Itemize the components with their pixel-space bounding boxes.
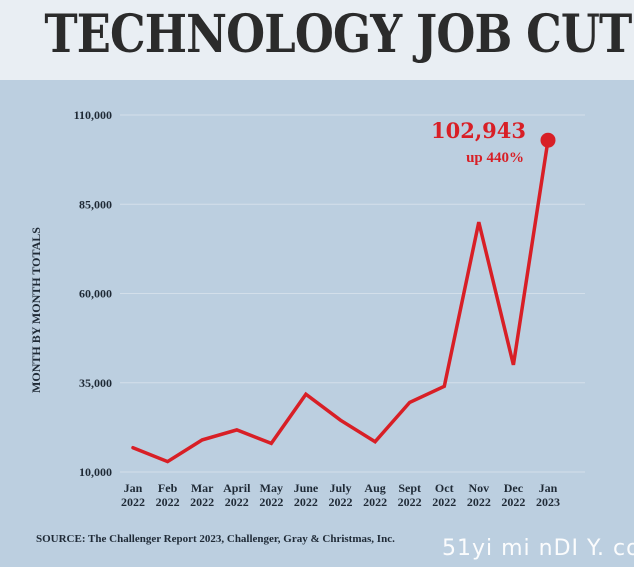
annotation-change: up 440%: [466, 150, 524, 166]
y-tick-label: 10,000: [79, 465, 112, 479]
x-tick-label: 2022: [363, 495, 387, 509]
title-banner: TECHNOLOGY JOB CUTS: [0, 0, 634, 80]
x-tick-label: Dec: [504, 481, 524, 495]
x-tick-label: Jan: [124, 481, 143, 495]
x-tick-label: May: [260, 481, 283, 495]
y-tick-label: 110,000: [74, 108, 112, 122]
y-axis-label: MONTH BY MONTH TOTALS: [29, 227, 43, 393]
annotation-value: 102,943: [431, 118, 526, 143]
x-tick-label: Oct: [435, 481, 454, 495]
x-tick-label: 2023: [536, 495, 560, 509]
x-tick-label: July: [329, 481, 351, 495]
x-tick-label: Jan: [539, 481, 558, 495]
x-tick-label: 2022: [225, 495, 249, 509]
y-tick-label: 35,000: [79, 376, 112, 390]
x-tick-label: Aug: [364, 481, 385, 495]
chart-title: TECHNOLOGY JOB CUTS: [44, 4, 634, 65]
watermark: 51yi mi nDI Y. com: [442, 536, 634, 561]
x-tick-label: 2022: [259, 495, 283, 509]
x-tick-label: Feb: [158, 481, 178, 495]
x-tick-label: 2022: [294, 495, 318, 509]
series-line: [131, 138, 550, 464]
x-tick-label: 2022: [467, 495, 491, 509]
x-tick-label: 2022: [156, 495, 180, 509]
x-tick-label: 2022: [121, 495, 145, 509]
y-tick-label: 85,000: [79, 197, 112, 211]
x-tick-label: Mar: [191, 481, 214, 495]
x-tick-label: 2022: [190, 495, 214, 509]
x-tick-label: Sept: [398, 481, 421, 495]
y-tick-label: 60,000: [79, 287, 112, 301]
source-note: SOURCE: The Challenger Report 2023, Chal…: [36, 533, 395, 545]
x-tick-label: 2022: [398, 495, 422, 509]
x-tick-label: June: [294, 481, 319, 495]
endpoint-marker: [540, 132, 556, 148]
x-tick-label: 2022: [432, 495, 456, 509]
x-tick-label: April: [223, 481, 251, 495]
x-tick-label: 2022: [501, 495, 525, 509]
x-tick-label: Nov: [468, 481, 489, 495]
x-tick-label: 2022: [329, 495, 353, 509]
